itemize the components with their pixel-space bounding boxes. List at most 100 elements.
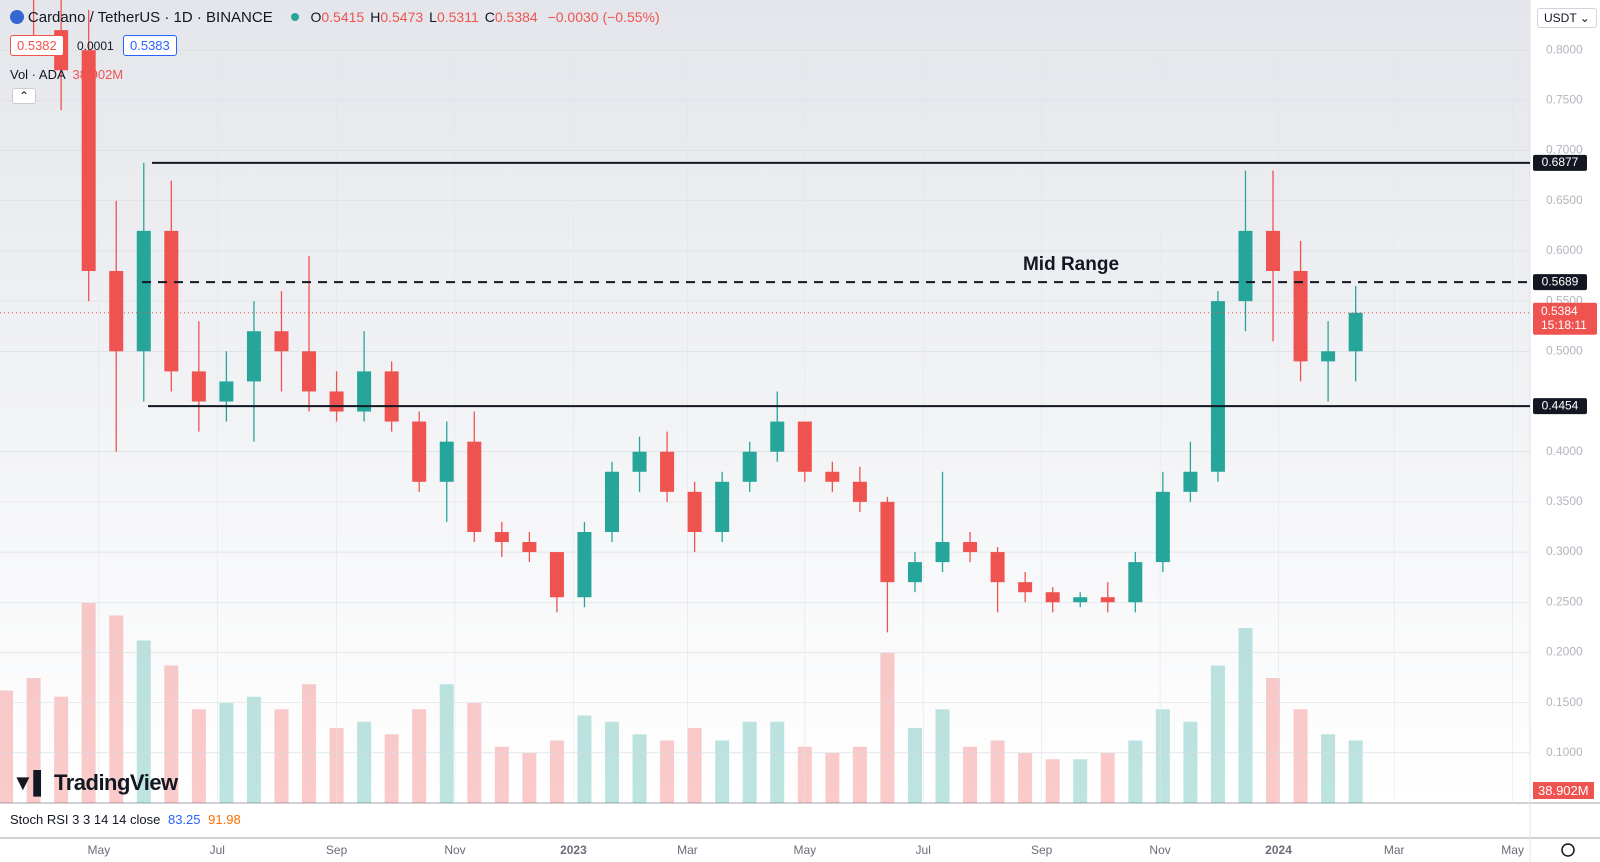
candle-body [549, 552, 564, 598]
volume-bar [26, 678, 41, 803]
y-tick-label: 0.5000 [1546, 343, 1583, 357]
settings-icon[interactable] [1561, 843, 1575, 857]
volume-bar [1238, 628, 1253, 803]
currency-dropdown[interactable]: USDT ⌄ [1537, 8, 1597, 28]
volume-bar [1321, 734, 1336, 803]
candle-body [1018, 582, 1033, 593]
candle-body [384, 371, 399, 422]
sell-button[interactable]: 0.5382 [10, 35, 64, 56]
ohlc-key: O [310, 9, 322, 25]
x-tick-label: Mar [677, 843, 698, 857]
volume-bar [1128, 740, 1143, 803]
price-axis-background [1530, 0, 1600, 838]
volume-bar [1073, 759, 1088, 803]
candle-body [136, 230, 151, 352]
y-tick-label: 0.7500 [1546, 93, 1583, 107]
volume-bar [1018, 753, 1033, 803]
candle-body [1045, 592, 1060, 603]
candle-body [605, 471, 619, 532]
level-label: 0.6877 [1542, 155, 1579, 169]
ohlc-key: L [429, 9, 437, 25]
volume-bar [1348, 740, 1363, 803]
candle-body [329, 391, 344, 412]
spread: 0.0001 [77, 39, 114, 53]
volume-bar [384, 734, 399, 803]
candle-body [274, 331, 289, 352]
countdown-label: 15:18:11 [1541, 318, 1587, 332]
volume-bar [770, 721, 785, 803]
ohlc: O0.5415 H0.5473 L0.5311 C0.5384 [310, 9, 543, 25]
candle-body [219, 381, 234, 402]
volume-bar [439, 684, 454, 803]
status-dot [290, 13, 299, 21]
volume-axis-label: 38.902M [1533, 782, 1594, 799]
symbol[interactable]: Cardano / TetherUS · 1D · BINANCE [27, 9, 273, 26]
y-tick-label: 0.3500 [1546, 494, 1583, 508]
candle-body [191, 371, 206, 402]
volume-bar [1045, 759, 1060, 803]
brand-logo[interactable]: ▼▌ TradingView [12, 770, 178, 795]
candle-body [1238, 230, 1253, 302]
y-tick-label: 0.6500 [1546, 193, 1583, 207]
volume-bar [494, 746, 509, 803]
candle-body [660, 451, 675, 492]
candle-body [715, 481, 730, 532]
volume-bar [963, 746, 978, 803]
candle-body [164, 230, 179, 372]
y-tick-label: 0.6000 [1546, 243, 1583, 257]
ohlc-key: H [370, 9, 381, 25]
volume-bar [191, 709, 206, 803]
volume-bar [357, 721, 372, 803]
candle-body [1183, 471, 1198, 492]
volume-bar [825, 753, 840, 803]
symbol-icon [10, 10, 24, 24]
ohlc-value: 0.5415 [321, 9, 365, 25]
x-tick-label: Nov [444, 843, 465, 857]
x-tick-label: 2023 [560, 843, 587, 857]
level-label: 0.4454 [1542, 398, 1579, 412]
collapse-button[interactable]: ⌃ [12, 88, 37, 104]
x-tick-label: 2024 [1265, 843, 1292, 857]
volume-bar [880, 653, 895, 803]
candle-body [577, 531, 592, 598]
y-tick-label: 0.1000 [1546, 745, 1583, 759]
candle-body [494, 531, 509, 543]
y-tick-label: 0.8000 [1546, 42, 1583, 56]
buy-button[interactable]: 0.5383 [123, 35, 177, 56]
volume-legend: Vol · ADA 38.902M [10, 67, 123, 82]
candle-body [1210, 301, 1225, 472]
y-tick-label: 0.2500 [1546, 594, 1583, 608]
volume-bar [246, 696, 261, 803]
candle-body [1155, 491, 1170, 563]
y-tick-label: 0.7000 [1546, 143, 1583, 157]
candle-body [687, 491, 702, 532]
indicator-d: 91.98 [208, 812, 241, 827]
candle-layer [32, 0, 1363, 633]
volume-bar [632, 734, 647, 803]
candle-body [522, 542, 537, 553]
overlay-layer: 0.80000.75000.70000.65000.60000.55000.50… [0, 42, 1597, 857]
y-tick-label: 0.3000 [1546, 544, 1583, 558]
level-label-box [1533, 274, 1587, 291]
volume-bar [742, 721, 757, 803]
candle-body [357, 371, 372, 412]
volume-bar [1210, 665, 1225, 803]
candle-body [1100, 597, 1115, 603]
candle-body [907, 562, 922, 583]
volume-bar [687, 728, 702, 803]
x-tick-label: May [793, 843, 816, 857]
candle-body [412, 421, 427, 482]
indicator-k: 83.25 [167, 812, 201, 827]
currency: USDT [1544, 11, 1577, 25]
level-label-box [1533, 154, 1587, 171]
volume-label: Vol · ADA [10, 67, 65, 82]
candle-body [1128, 562, 1143, 603]
candle-body [880, 501, 895, 583]
volume-bar [412, 709, 427, 803]
volume-bar [907, 728, 922, 803]
volume-bar [660, 740, 675, 803]
candle-body [935, 542, 950, 563]
candle-body [109, 271, 124, 352]
